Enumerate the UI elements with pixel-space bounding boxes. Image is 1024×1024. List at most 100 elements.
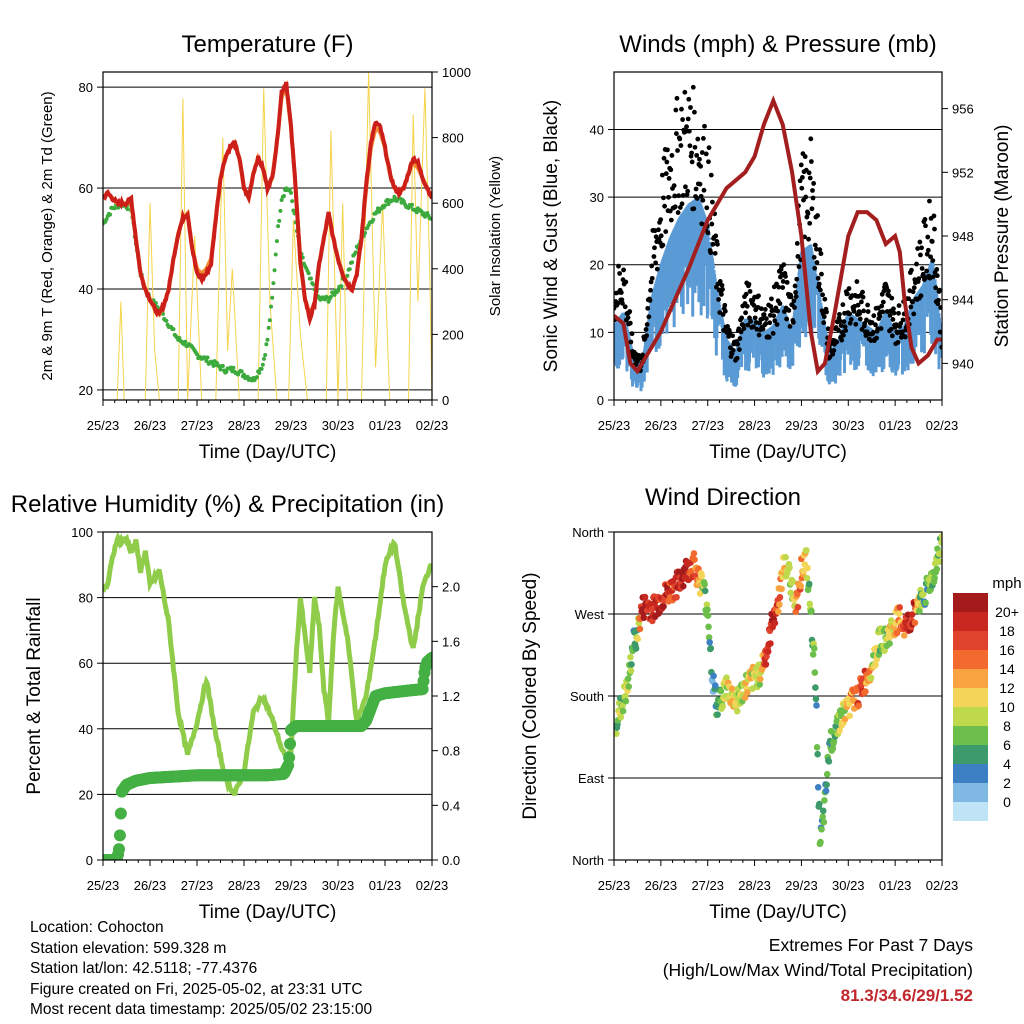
wind-bar [818,299,822,302]
dewpoint-point [254,375,259,380]
gust-point [816,281,822,287]
gust-point [653,260,659,266]
gust-point [911,311,917,317]
wind-bar [715,293,719,296]
gust-point [739,315,745,321]
gust-point [675,210,681,215]
gust-point [895,340,901,345]
wind-bar [689,202,693,237]
direction-point [741,694,749,702]
x-tick-label: 30/23 [832,878,865,893]
created-text: Figure created on Fri, 2025-05-02, at 23… [30,980,363,998]
gust-point [722,308,728,314]
y-axis-title: 2m & 9m T (Red, Orange) & 2m Td (Green) [39,91,56,380]
gust-point [684,124,689,130]
direction-point [830,738,838,745]
legend-swatch [953,764,988,783]
gust-point [682,89,688,95]
legend-swatch [953,726,988,745]
direction-point [776,601,783,608]
wind-bar [697,198,701,303]
dewpoint-point [428,216,432,221]
precip-point [426,651,432,664]
gust-point [717,279,723,284]
gust-point [734,355,740,361]
direction-point [808,607,815,615]
gust-point [797,178,803,184]
gust-point [919,266,925,271]
gust-point [929,239,935,244]
direction-point [836,727,843,735]
gust-point [691,206,697,212]
direction-point [744,689,751,696]
gust-point [786,308,792,313]
dewpoint-point [336,288,340,293]
gust-point [793,294,799,300]
gust-point [939,344,942,350]
gust-point [810,188,815,193]
gust-point [674,131,679,136]
gust-point [935,301,941,307]
gust-point [821,314,827,320]
station-info: Location: Cohocton Station elevation: 59… [30,918,372,1021]
gust-point [881,288,887,294]
direction-point [820,818,828,826]
direction-point [787,589,794,597]
direction-point [756,681,764,688]
gust-point [715,241,720,247]
gust-point [843,328,849,333]
gust-point [818,251,824,257]
direction-point [706,639,713,646]
gust-point [649,263,655,269]
direction-point [703,601,711,608]
gust-point [857,311,863,316]
dewpoint-point [204,359,209,364]
dewpoint-point [339,284,344,289]
x-tick-label: 27/23 [181,878,214,893]
wind-bar [737,341,741,371]
gust-point [706,159,711,165]
gust-point [669,153,675,158]
x-tick-label: 25/23 [598,418,631,433]
precip-point [284,737,297,750]
direction-point [813,702,820,709]
gust-point [842,324,848,330]
dewpoint-point [265,337,270,342]
gust-point [708,250,714,256]
gust-point [910,289,916,295]
direction-point [816,800,823,808]
gust-point [932,226,937,232]
gust-point [896,310,901,316]
gust-point [830,351,836,357]
gust-point [806,170,812,176]
dewpoint-point [308,276,313,281]
dewpoint-point [273,252,278,257]
gust-point [798,162,804,168]
wind-bar [709,245,713,248]
direction-point [916,607,923,615]
direction-point [704,612,712,619]
y-tick-label: 30 [590,190,604,205]
dewpoint-point [350,260,355,265]
gust-point [902,334,908,340]
gust-point [877,313,883,319]
dewpoint-point [108,212,113,217]
wind-bar [869,328,873,374]
gust-point [654,266,660,272]
gust-point [748,319,754,324]
dewpoint-point [371,217,376,222]
direction-point [705,623,712,631]
gust-point [663,171,669,177]
y-tick-label: 20 [79,787,93,802]
gust-point [692,109,697,115]
dewpoint-point [272,268,277,273]
wind-bar [813,267,817,328]
legend-label: 10 [999,699,1015,715]
wind-bar [713,278,717,285]
y-right-tick-label: 0.4 [442,798,460,813]
gust-point [666,175,672,181]
direction-point [922,599,929,607]
direction-point [719,702,726,710]
direction-point [622,692,629,700]
direction-point [705,634,713,641]
